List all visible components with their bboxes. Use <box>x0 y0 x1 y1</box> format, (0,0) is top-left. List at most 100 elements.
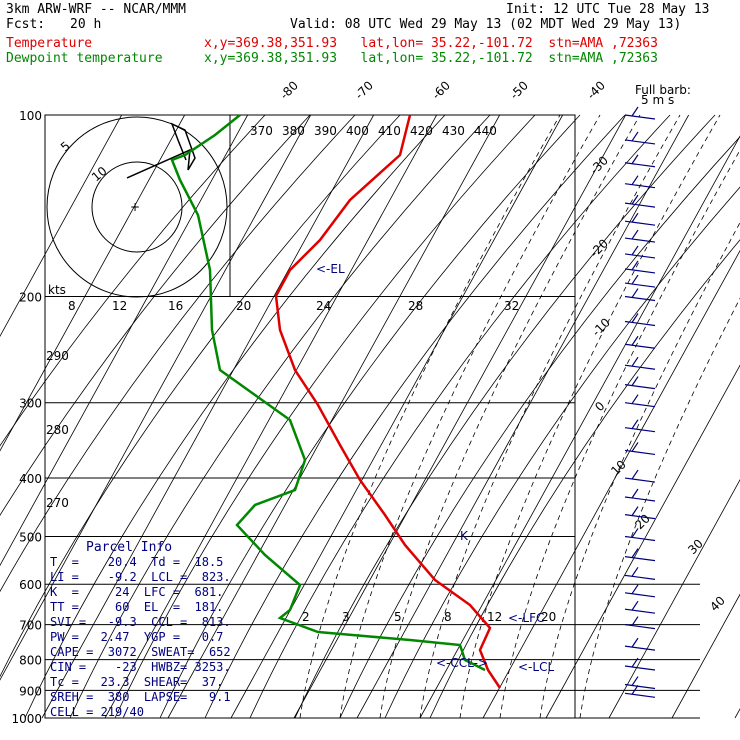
parcel-info-panel: Parcel Info T = 20.4 Td = 18.5 LI = -9.2 … <box>50 540 231 720</box>
wind-barb <box>631 584 639 595</box>
wind-barb <box>624 384 656 390</box>
annotation-label: K <box>460 529 469 543</box>
parcel-info-row: Tc = 23.3 SHEAR= 37. <box>50 675 224 689</box>
wind-barb <box>631 676 639 686</box>
pressure-tick-label: 200 <box>19 291 42 305</box>
wind-barb <box>624 556 656 562</box>
dry-adiabat <box>24 114 446 719</box>
isotherm-line <box>671 593 740 719</box>
wind-barb <box>631 442 639 452</box>
parcel-info-row: TT = 60 EL = 181. <box>50 600 224 614</box>
wind-barb <box>631 274 639 285</box>
isotherm-label: -50 <box>507 78 531 102</box>
wind-barb <box>624 692 656 698</box>
temperature-location: x,y=369.38,351.93 lat,lon= 35.22,-101.72… <box>204 36 658 51</box>
wind-barb <box>624 477 656 483</box>
pressure-tick-label: 900 <box>19 684 42 698</box>
dry-adiabat <box>429 239 740 719</box>
wind-barb <box>631 394 639 405</box>
dry-adiabat-label: 280 <box>46 423 69 437</box>
wind-barb <box>624 514 656 520</box>
wind-barb <box>624 592 656 598</box>
pressure-tick-label: 700 <box>19 619 42 633</box>
isotherm-line <box>0 114 123 338</box>
mixing-ratio-label: 8 <box>444 610 452 624</box>
parcel-info-row: SVI = -9.3 CCL = 813. <box>50 615 231 629</box>
parcel-info-title: Parcel Info <box>86 540 173 555</box>
theta-label: 410 <box>378 124 401 138</box>
wind-barb <box>624 320 656 327</box>
mixing-ratio-label: 5 <box>394 610 402 624</box>
moist-adiabat <box>499 149 740 719</box>
isotherm-label: -60 <box>429 78 453 102</box>
moist-adiabat <box>299 114 561 719</box>
wind-barb <box>624 139 656 145</box>
wind-legend-title: Full barb: <box>635 83 691 97</box>
hodograph-speed-tick: 16 <box>168 299 183 313</box>
parcel-info-row: T = 20.4 Td = 18.5 <box>50 555 224 569</box>
dry-adiabat <box>0 114 356 593</box>
init-time: Init: 12 UTC Tue 28 May 13 <box>506 2 710 17</box>
pressure-tick-label: 500 <box>19 530 42 544</box>
moist-adiabat <box>379 114 641 719</box>
wind-barb <box>631 154 639 165</box>
dry-adiabat <box>69 114 491 719</box>
isotherm-line <box>0 114 249 567</box>
isotherm-line <box>0 114 312 681</box>
hodograph-speed-tick: 8 <box>68 299 76 313</box>
theta-label: 380 <box>282 124 305 138</box>
isotherm-label: -80 <box>277 78 301 102</box>
wind-barb <box>624 608 656 614</box>
moist-adiabat <box>579 297 740 719</box>
dry-adiabat-label: 290 <box>46 349 69 363</box>
hodograph-trace <box>126 122 196 179</box>
dewpoint-location: x,y=369.38,351.93 lat,lon= 35.22,-101.72… <box>204 51 658 66</box>
wind-barb <box>631 376 639 386</box>
parcel-info-row: SREH = 380 LAPSE= 9.1 <box>50 690 231 704</box>
wind-barb <box>624 665 656 671</box>
wind-barb <box>631 260 639 271</box>
isotherm-line <box>230 114 564 719</box>
theta-label: 440 <box>474 124 497 138</box>
wind-barb <box>624 162 656 168</box>
hodograph-speed-tick: 28 <box>408 299 423 313</box>
wind-barb <box>624 683 656 690</box>
annotation-label: <-EL <box>316 262 345 276</box>
wind-barb <box>631 106 639 117</box>
pressure-tick-label: 800 <box>19 654 42 668</box>
wind-barb <box>624 183 656 189</box>
hodograph-speed-label: kts <box>48 283 66 297</box>
isotherm-line <box>41 114 375 719</box>
moist-adiabat <box>339 114 601 719</box>
fcst-value: 20 h <box>70 17 102 32</box>
wind-barb <box>624 282 656 288</box>
parcel-info-row: PW = 2.47 YGP = 0.7 <box>50 630 224 644</box>
temperature-legend: Temperature <box>6 36 93 51</box>
wind-barb <box>631 637 639 648</box>
wind-barb <box>624 202 656 208</box>
hodograph-speed-tick: 32 <box>504 299 519 313</box>
mixing-ratio-label: 3 <box>342 610 350 624</box>
isotherm-label: -40 <box>584 78 608 102</box>
wind-barb <box>631 548 639 558</box>
dry-adiabat <box>159 114 581 719</box>
isotherm-label: 30 <box>685 536 706 557</box>
isotherm-label: 40 <box>707 593 728 614</box>
dry-adiabat <box>249 114 671 719</box>
wind-barb <box>624 496 656 502</box>
wind-legend-value: 5 m s <box>641 93 674 107</box>
dry-adiabat <box>339 136 740 719</box>
wind-barb <box>624 237 656 243</box>
annotation-label: <-LCL <box>518 660 554 674</box>
model-title: 3km ARW-WRF -- NCAR/MMM <box>6 2 187 17</box>
pressure-tick-label: 100 <box>19 109 42 123</box>
parcel-info-row: CIN = -23 HWBZ= 3253. <box>50 660 231 674</box>
mixing-ratio-label: 2 <box>302 610 310 624</box>
wind-barb <box>624 253 656 259</box>
parcel-info-row: K = 24 LFC = 681. <box>50 585 224 599</box>
isotherm-line <box>0 114 186 452</box>
isotherm-line <box>293 114 627 719</box>
wind-barb <box>631 657 639 668</box>
isotherm-line <box>419 135 740 719</box>
